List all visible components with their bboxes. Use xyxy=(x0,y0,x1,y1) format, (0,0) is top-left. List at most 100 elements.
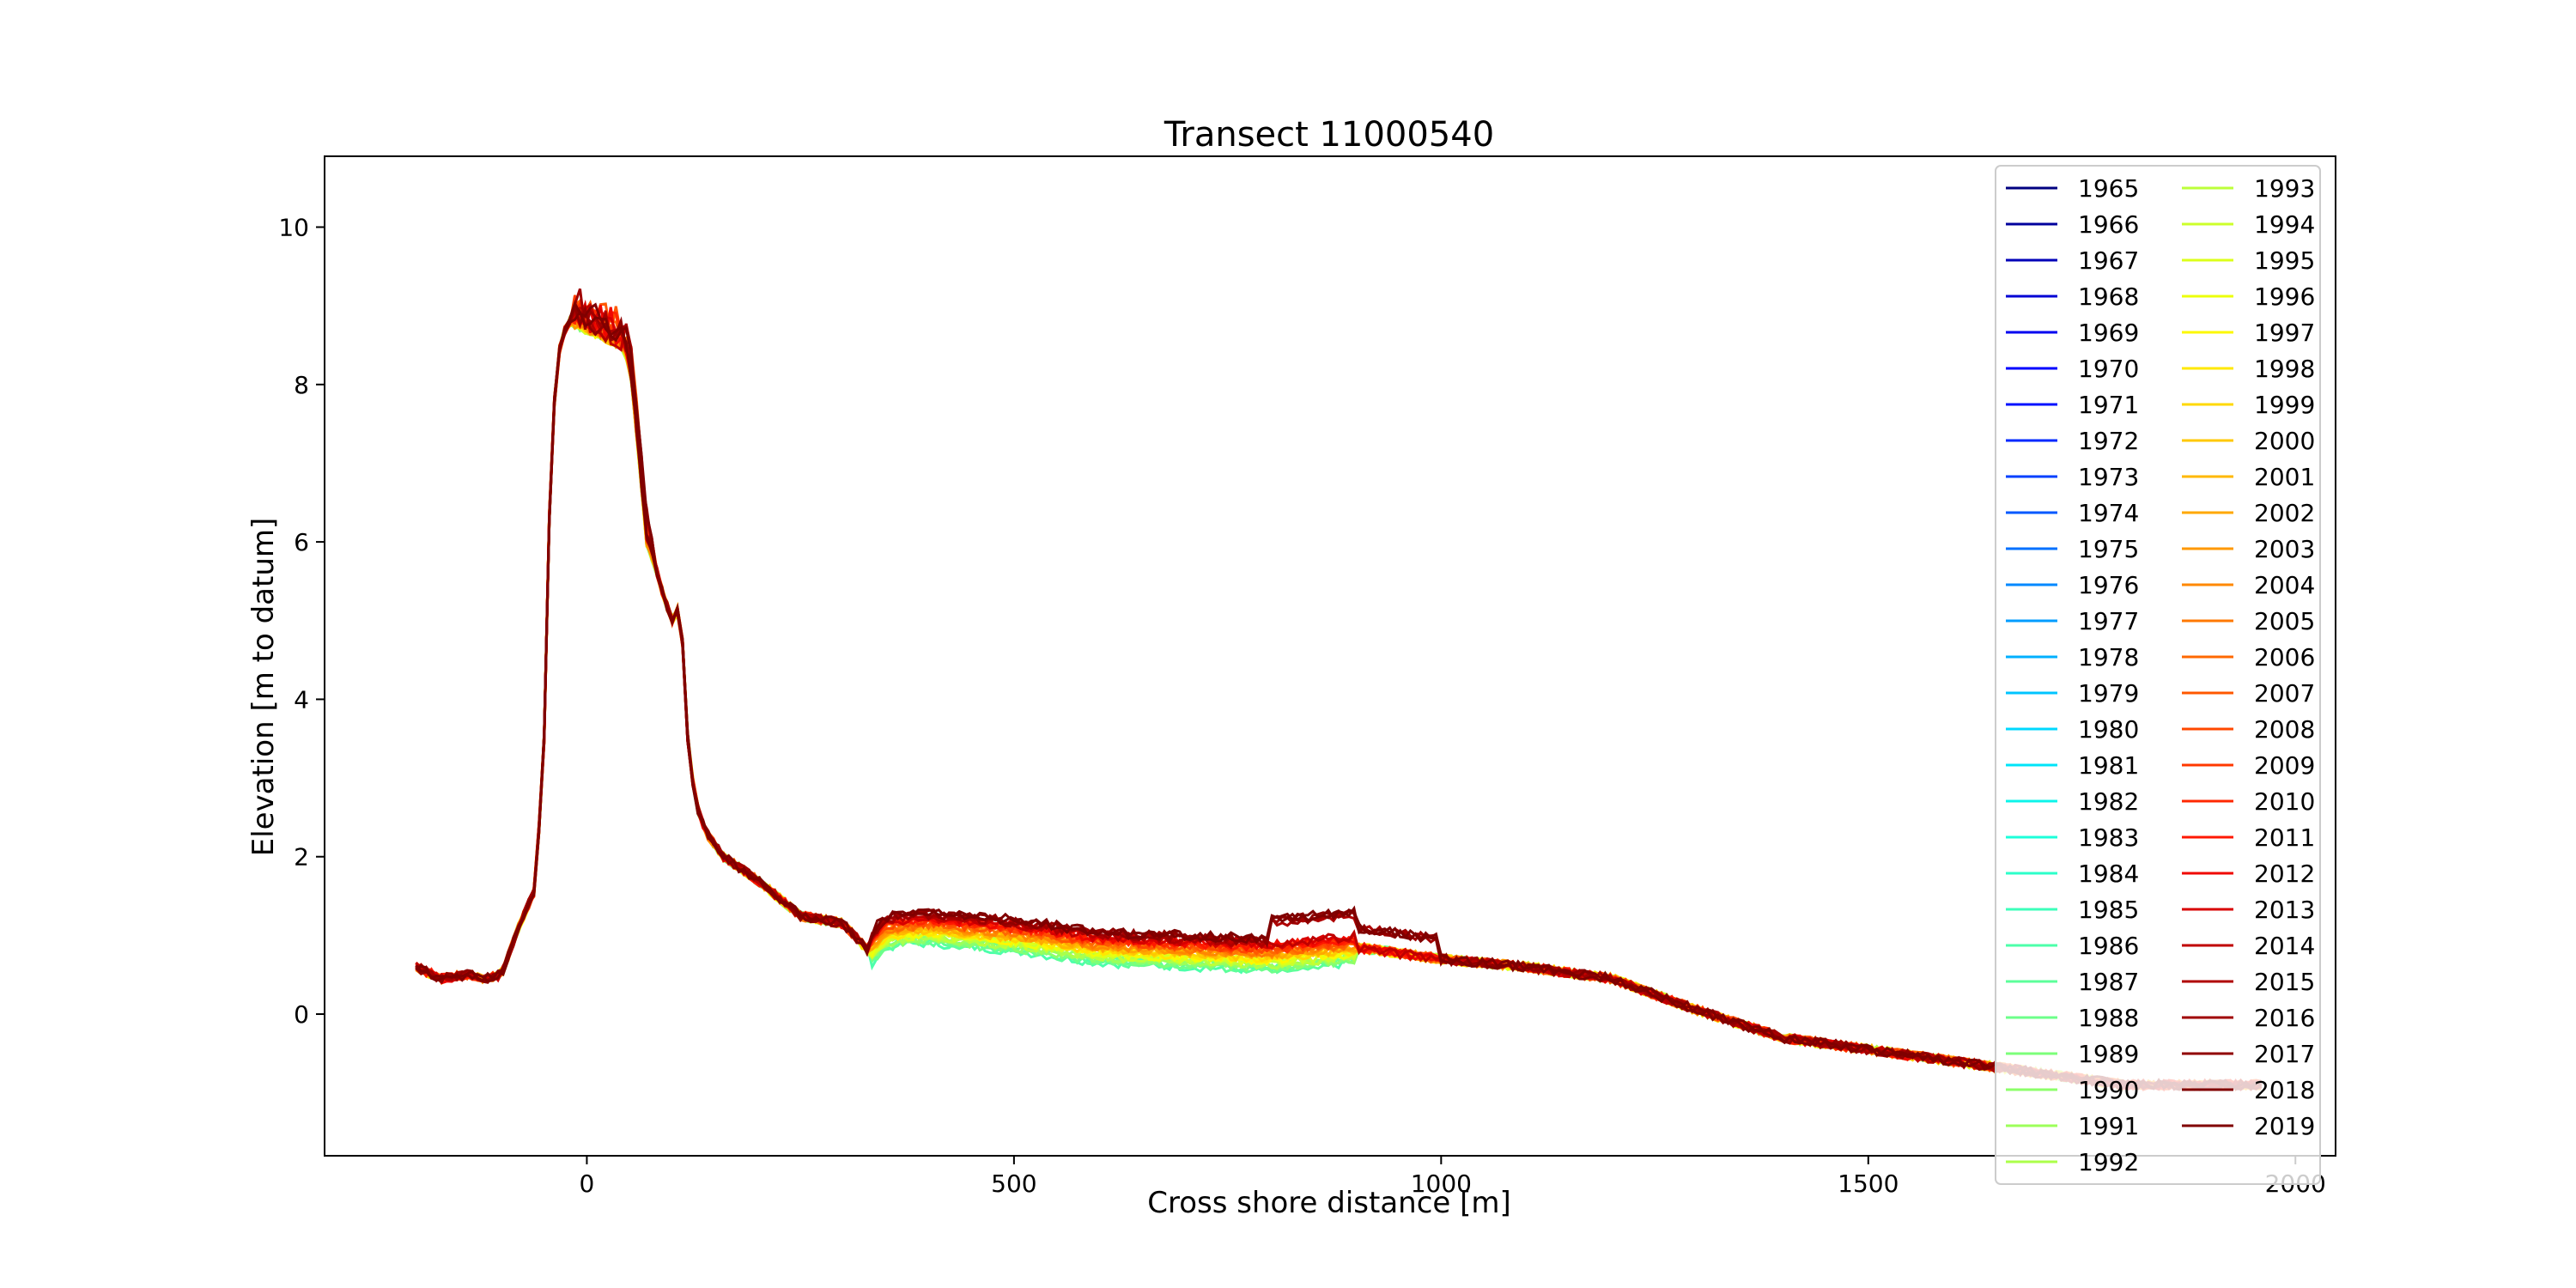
legend-label: 2002 xyxy=(2254,499,2315,527)
legend-label: 1994 xyxy=(2254,210,2315,239)
legend-label: 1974 xyxy=(2078,499,2139,527)
series-line-1989 xyxy=(491,319,1417,981)
series-line-2009 xyxy=(415,294,2263,1091)
y-tick-label: 6 xyxy=(294,528,309,556)
legend-label: 1985 xyxy=(2078,896,2139,924)
x-tick-label: 1000 xyxy=(1411,1170,1472,1198)
legend-label: 1980 xyxy=(2078,715,2139,744)
series-line-1996 xyxy=(492,321,2123,1088)
legend-label: 1978 xyxy=(2078,643,2139,671)
y-tick-label: 2 xyxy=(294,843,309,872)
legend-label: 1999 xyxy=(2254,391,2315,419)
legend-label: 2001 xyxy=(2254,463,2315,491)
legend-label: 2010 xyxy=(2254,787,2315,816)
series-line-1988 xyxy=(492,321,1417,980)
legend-label: 1979 xyxy=(2078,679,2139,708)
legend-label: 1967 xyxy=(2078,246,2139,275)
legend-label: 1982 xyxy=(2078,787,2139,816)
series-line-2001 xyxy=(416,319,2262,1091)
legend-label: 1965 xyxy=(2078,174,2139,203)
legend-label: 1992 xyxy=(2078,1148,2139,1176)
legend-label: 2016 xyxy=(2254,1004,2315,1032)
series-line-1992 xyxy=(491,324,2123,1089)
x-tick-label: 500 xyxy=(991,1170,1036,1198)
legend-label: 1970 xyxy=(2078,355,2139,383)
series-line-1991 xyxy=(491,315,2124,1089)
series-line-2003 xyxy=(415,314,2262,1091)
legend-label: 1976 xyxy=(2078,571,2139,599)
series-line-1986 xyxy=(492,320,1417,979)
legend-label: 1968 xyxy=(2078,283,2139,311)
legend-label: 2019 xyxy=(2254,1112,2315,1140)
legend-label: 1966 xyxy=(2078,210,2139,239)
plot-frame xyxy=(324,155,2336,1157)
series-line-2012 xyxy=(415,304,2262,1092)
y-tick-label: 4 xyxy=(294,685,309,714)
series-line-2002 xyxy=(416,319,2263,1091)
series-line-2017 xyxy=(415,302,2263,1091)
series-line-2000 xyxy=(416,318,2263,1092)
legend-label: 2007 xyxy=(2254,679,2315,708)
legend-label: 1988 xyxy=(2078,1004,2139,1032)
legend-label: 2003 xyxy=(2254,535,2315,563)
y-tick-label: 0 xyxy=(294,1000,309,1029)
x-tick-label: 1500 xyxy=(1838,1170,1899,1198)
series-lines xyxy=(415,288,2263,1092)
legend-label: 2006 xyxy=(2254,643,2315,671)
legend-label: 1986 xyxy=(2078,932,2139,960)
series-line-2006 xyxy=(415,298,2263,1091)
legend-label: 1987 xyxy=(2078,968,2139,996)
series-line-1997 xyxy=(492,319,2123,1089)
legend-label: 1989 xyxy=(2078,1040,2139,1068)
series-line-2015 xyxy=(415,308,2263,1092)
series-line-2007 xyxy=(415,299,2263,1091)
series-line-2005 xyxy=(415,305,2263,1091)
series-line-2013 xyxy=(415,299,2263,1091)
legend-label: 1991 xyxy=(2078,1112,2139,1140)
legend-label: 1984 xyxy=(2078,860,2139,888)
series-line-2010 xyxy=(415,298,2262,1091)
legend-label: 2015 xyxy=(2254,968,2315,996)
x-axis-label: Cross shore distance [m] xyxy=(1147,1186,1511,1220)
legend-label: 2009 xyxy=(2254,751,2315,780)
legend-label: 2004 xyxy=(2254,571,2315,599)
legend-box xyxy=(1995,165,2321,1185)
series-line-2004 xyxy=(415,319,2262,1091)
x-tick-label: 0 xyxy=(580,1170,595,1198)
legend-label: 2017 xyxy=(2254,1040,2315,1068)
series-line-2018 xyxy=(415,300,2263,1091)
legend-label: 1969 xyxy=(2078,319,2139,347)
series-line-1990 xyxy=(492,316,2124,1090)
legend-label: 2011 xyxy=(2254,823,2315,852)
series-line-1995 xyxy=(491,320,2124,1091)
legend-label: 2000 xyxy=(2254,427,2315,455)
series-line-2011 xyxy=(415,314,2263,1092)
legend-label: 1971 xyxy=(2078,391,2139,419)
legend-label: 1972 xyxy=(2078,427,2139,455)
legend-label: 2005 xyxy=(2254,607,2315,635)
legend-label: 2012 xyxy=(2254,860,2315,888)
legend-label: 2014 xyxy=(2254,932,2315,960)
legend-label: 1977 xyxy=(2078,607,2139,635)
y-tick-label: 8 xyxy=(294,371,309,399)
series-line-2008 xyxy=(415,295,2262,1091)
series-line-1998 xyxy=(492,318,2124,1091)
series-line-1993 xyxy=(492,318,2123,1091)
legend-label: 2013 xyxy=(2254,896,2315,924)
series-line-2014 xyxy=(415,302,2262,1091)
series-line-2019 xyxy=(415,309,2262,1091)
legend-label: 1981 xyxy=(2078,751,2139,780)
y-tick-label: 10 xyxy=(278,213,309,241)
chart-title: Transect 11000540 xyxy=(1163,115,1494,155)
series-line-1987 xyxy=(491,318,1417,981)
legend-label: 1990 xyxy=(2078,1076,2139,1104)
legend-label: 1975 xyxy=(2078,535,2139,563)
legend-label: 1996 xyxy=(2254,283,2315,311)
legend-label: 1973 xyxy=(2078,463,2139,491)
legend-label: 1983 xyxy=(2078,823,2139,852)
y-axis-label: Elevation [m to datum] xyxy=(246,518,281,857)
legend: 1965 1966 1967 1968 1969 1970 1971 1972 1973 1974… xyxy=(1995,165,2321,1185)
legend-label: 2008 xyxy=(2254,715,2315,744)
legend-label: 2018 xyxy=(2254,1076,2315,1104)
